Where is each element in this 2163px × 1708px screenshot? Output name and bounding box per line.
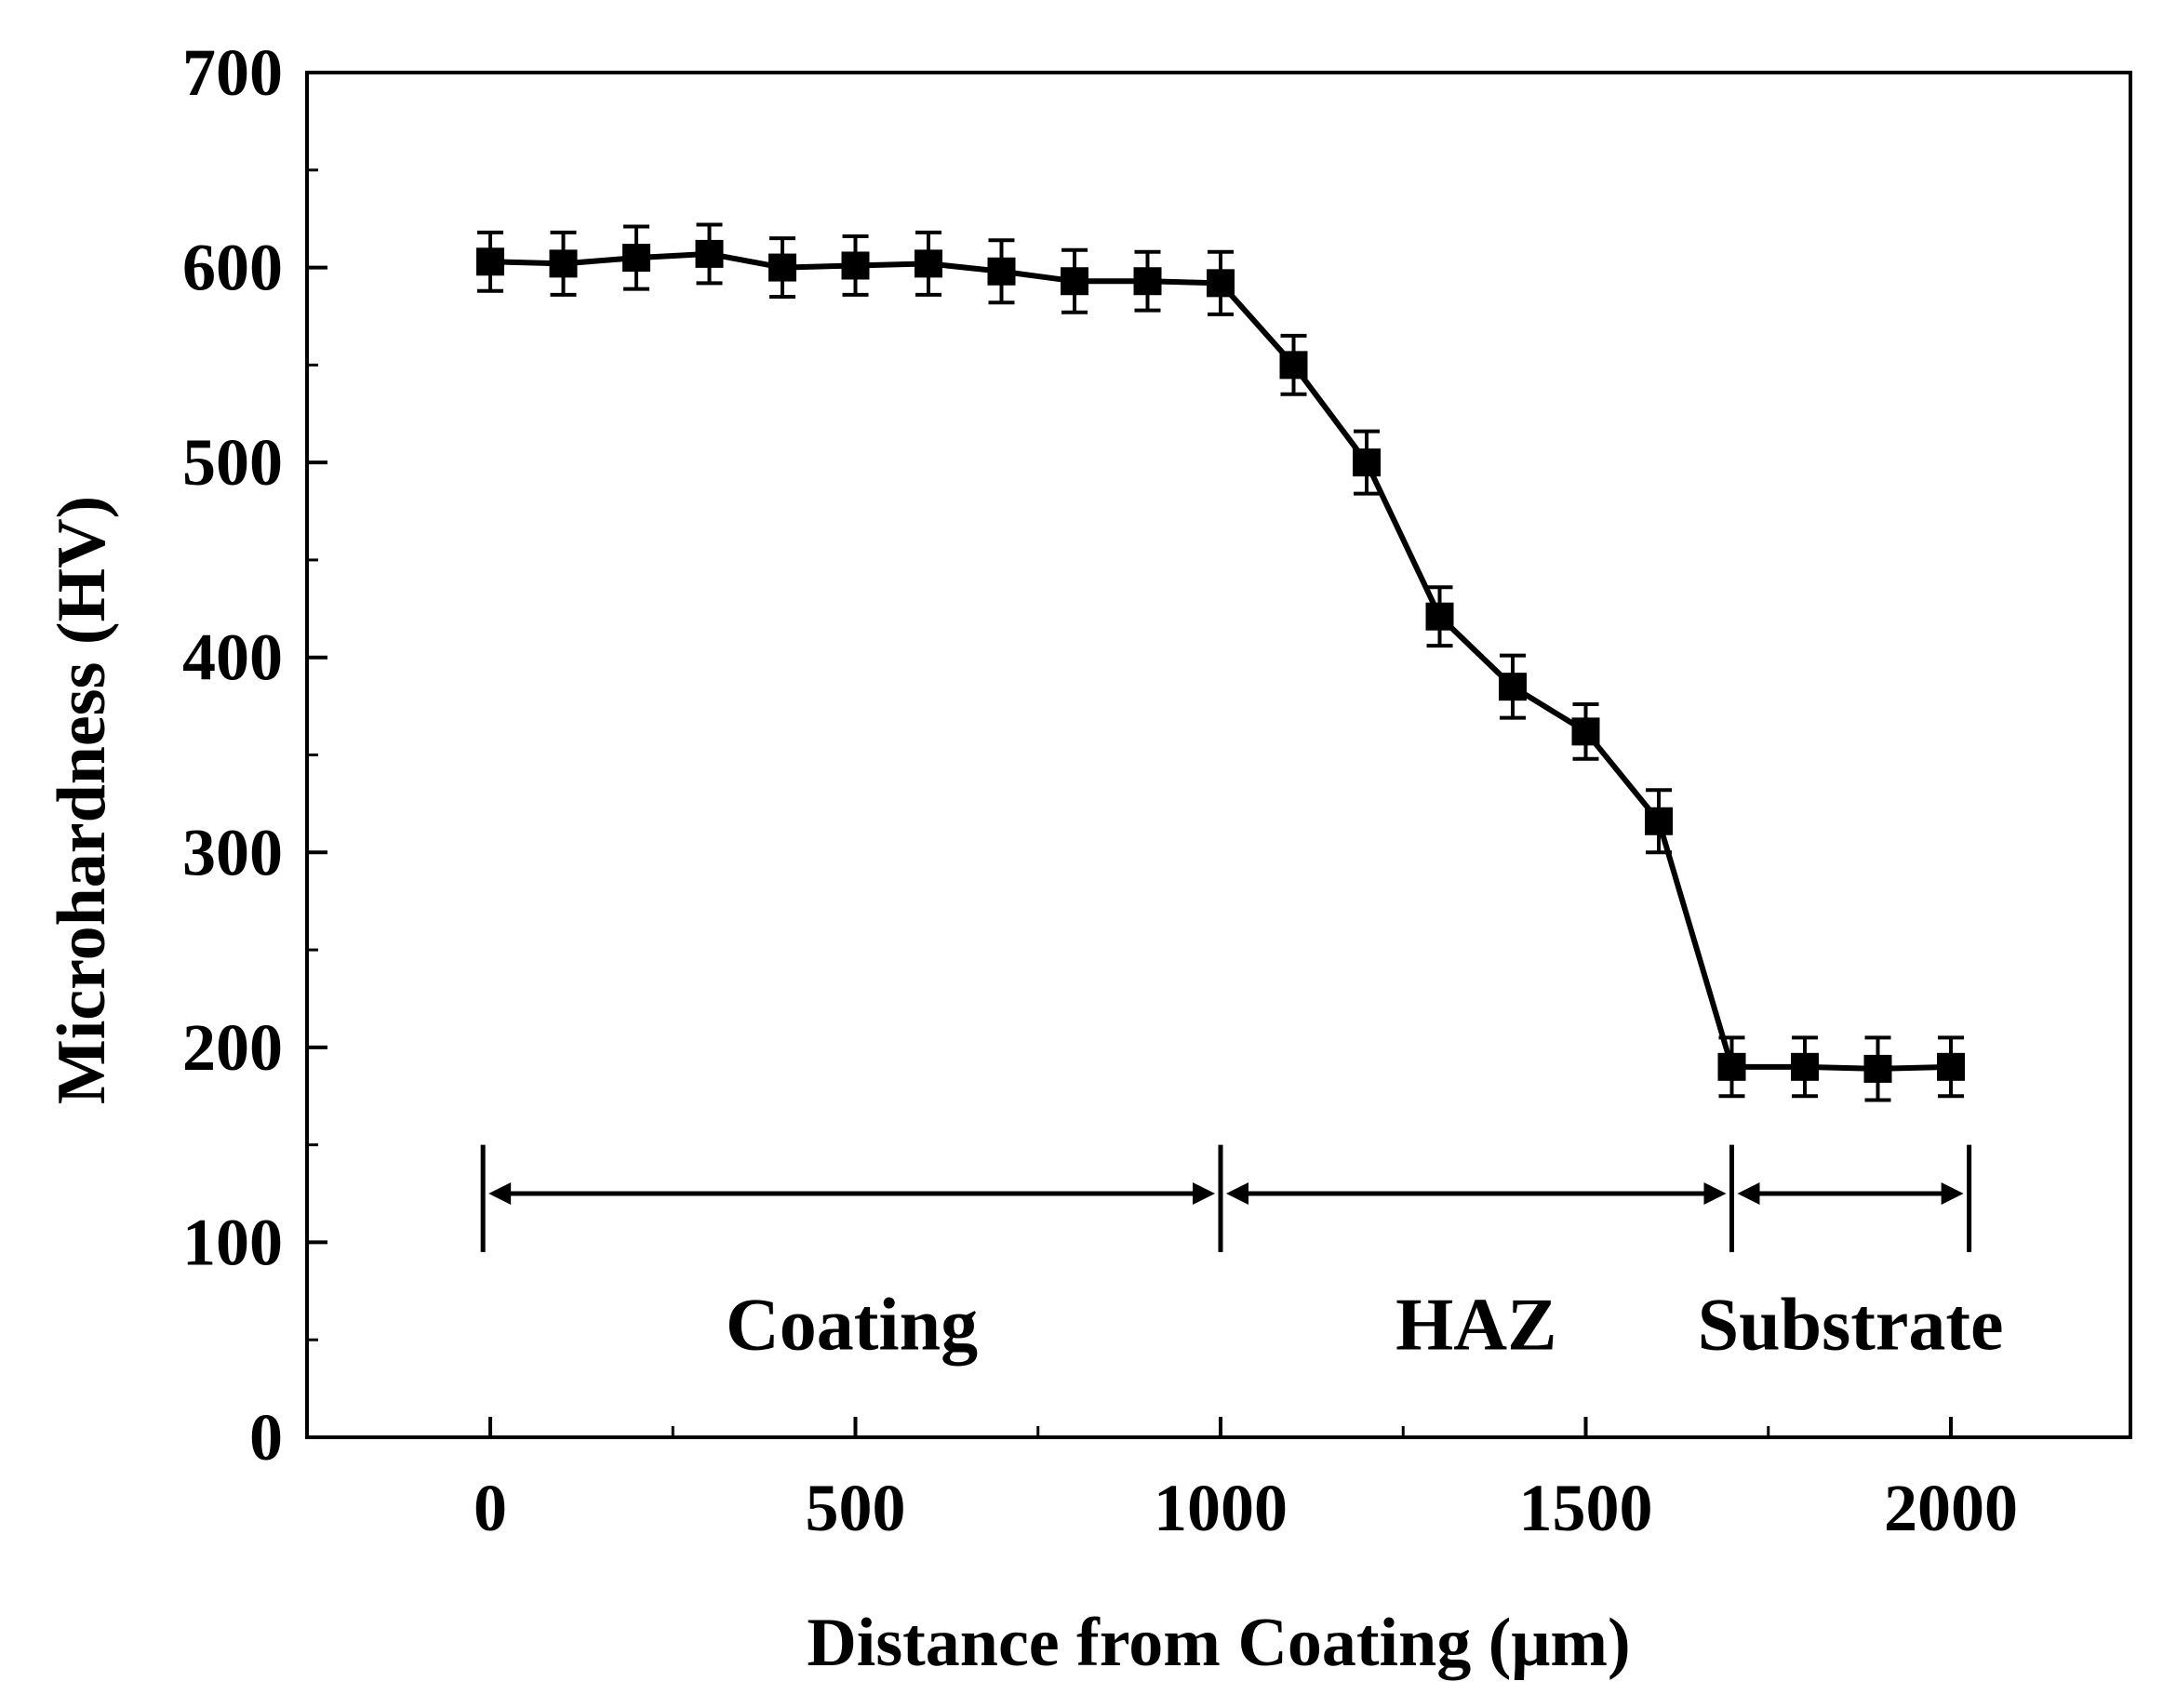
axis-tick-labels: 0 100 200 300 400 500 600 700 0 500 1000 1500 2000: [182, 35, 2018, 1545]
data-point-marker: [1425, 602, 1454, 631]
y-tick-label: 200: [182, 1010, 283, 1085]
y-tick-label: 600: [182, 231, 283, 305]
data-point-marker: [1353, 448, 1381, 477]
data-series: [476, 222, 1965, 1102]
data-point-marker: [695, 239, 724, 268]
y-tick-label: 100: [182, 1205, 283, 1279]
x-tick-label: 500: [806, 1471, 906, 1545]
data-point-marker: [1717, 1052, 1746, 1081]
x-tick-label: 0: [474, 1471, 507, 1545]
series-line: [489, 250, 1952, 1072]
region-arrowhead-left: [1737, 1182, 1760, 1206]
y-axis-label: Microhardness (HV): [44, 496, 120, 1104]
data-point-marker: [987, 257, 1016, 286]
data-point-marker: [1791, 1052, 1819, 1081]
data-point-marker: [1571, 717, 1600, 746]
x-tick-label: 1000: [1154, 1471, 1288, 1545]
region-label-coating: Coating: [726, 1285, 978, 1367]
axis-ticks: [307, 71, 1953, 1439]
y-tick-label: 0: [249, 1400, 283, 1474]
region-arrowhead-right: [1941, 1182, 1964, 1206]
region-label-haz: HAZ: [1395, 1285, 1556, 1367]
data-point-marker: [476, 247, 504, 276]
x-axis-label: Distance from Coating (μm): [807, 1605, 1630, 1681]
x-tick-label: 2000: [1884, 1471, 2018, 1545]
data-point-marker: [841, 251, 870, 280]
data-point-marker: [1645, 807, 1673, 835]
data-point-marker: [622, 244, 650, 273]
y-tick-label: 500: [182, 425, 283, 500]
y-tick-label: 700: [182, 35, 283, 110]
region-label-substrate: Substrate: [1698, 1285, 2004, 1367]
data-point-marker: [1937, 1052, 1965, 1081]
data-point-marker: [1133, 267, 1162, 296]
region-arrowhead-right: [1193, 1182, 1215, 1206]
data-point-marker: [549, 249, 578, 278]
data-point-marker: [1499, 673, 1527, 701]
data-point-marker: [1207, 269, 1235, 298]
data-point-marker: [1279, 351, 1308, 380]
region-arrowhead-right: [1703, 1182, 1727, 1206]
x-tick-label: 1500: [1519, 1471, 1653, 1545]
region-arrowhead-left: [488, 1182, 512, 1206]
region-annotations: Coating HAZ Substrate: [480, 1144, 2004, 1367]
y-tick-label: 400: [182, 620, 283, 695]
data-point-marker: [915, 249, 942, 278]
data-point-marker: [1863, 1054, 1892, 1083]
data-point-marker: [768, 253, 796, 282]
region-arrowhead-left: [1226, 1182, 1248, 1206]
data-point-marker: [1061, 267, 1088, 296]
y-tick-label: 300: [182, 815, 283, 889]
